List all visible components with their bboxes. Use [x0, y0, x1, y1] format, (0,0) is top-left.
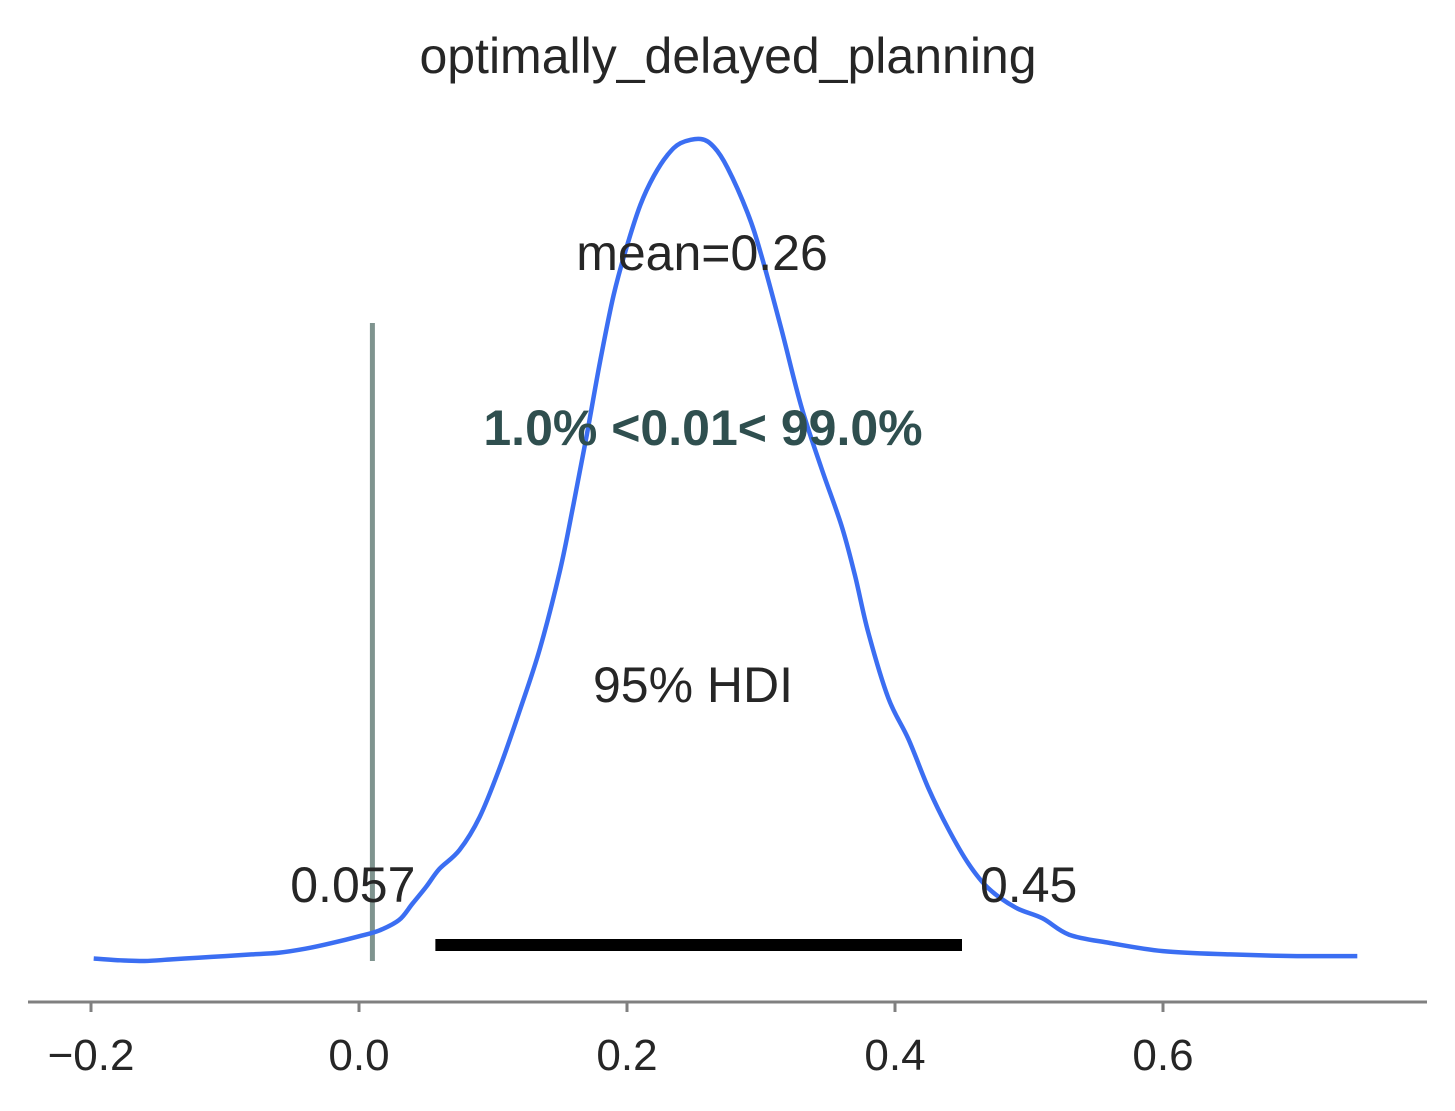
- x-tick-label: −0.2: [48, 1031, 135, 1080]
- chart-title: optimally_delayed_planning: [419, 28, 1036, 84]
- hdi-label: 95% HDI: [593, 657, 793, 713]
- density-curve: [93, 136, 1358, 964]
- reference-probability-label: 1.0% <0.01< 99.0%: [483, 400, 922, 456]
- x-tick-label: 0.0: [328, 1031, 389, 1080]
- hdi-high-label: 0.45: [980, 857, 1077, 913]
- x-tick-label: 0.2: [596, 1031, 657, 1080]
- x-tick-label: 0.4: [864, 1031, 925, 1080]
- x-tick-label: 0.6: [1132, 1031, 1193, 1080]
- mean-label: mean=0.26: [576, 225, 828, 281]
- hdi-low-label: 0.057: [290, 857, 415, 913]
- x-ticks: −0.2 0.0 0.2 0.4 0.6: [48, 1002, 1194, 1080]
